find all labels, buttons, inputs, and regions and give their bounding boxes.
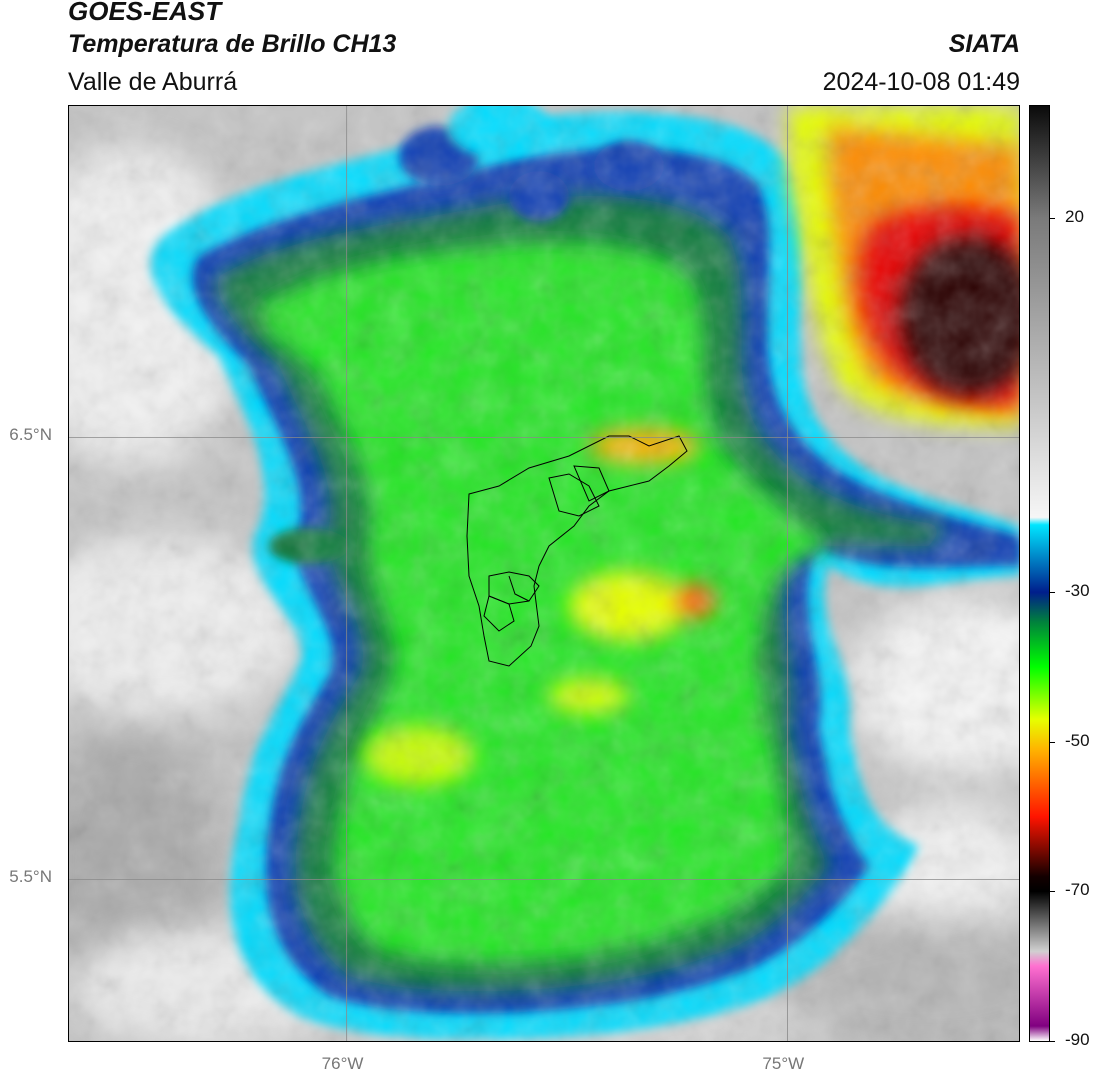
- colorbar-tick-mark: [1050, 1041, 1055, 1042]
- colorbar-tick-label: -90: [1065, 1030, 1090, 1049]
- colorbar-tick-label: -50: [1065, 730, 1090, 750]
- municipal-boundaries: [466, 435, 688, 667]
- lat-tick-label: 5.5°N: [9, 867, 52, 887]
- lat-tick-label: 6.5°N: [9, 425, 52, 445]
- lon-tick-label: 75°W: [762, 1054, 805, 1073]
- brightness-temperature-map[interactable]: [68, 105, 1020, 1042]
- satellite-title: GOES-EAST: [68, 0, 222, 26]
- region-subtitle: Valle de Aburrá: [68, 68, 238, 96]
- colorbar-gradient: [1030, 106, 1049, 1041]
- colorbar-tick-label: 20: [1065, 207, 1084, 227]
- colorbar-tick-mark: [1050, 891, 1055, 893]
- colorbar-tick-label: -70: [1065, 880, 1090, 900]
- organization-label: SIATA: [948, 30, 1020, 58]
- lon-tick-label: 76°W: [321, 1054, 364, 1073]
- timestamp-label: 2024-10-08 01:49: [822, 68, 1020, 96]
- texture-overlay: [69, 106, 1019, 1041]
- colorbar-fill: [1030, 106, 1049, 1041]
- colorbar-tick-mark: [1050, 218, 1055, 220]
- colorbar-tick-mark: [1050, 741, 1055, 743]
- colorbar: [1029, 105, 1050, 1042]
- product-title: Temperatura de Brillo CH13: [68, 30, 397, 58]
- map-canvas: [69, 106, 1019, 1041]
- colorbar-tick-mark: [1050, 592, 1055, 594]
- colorbar-tick-label: -30: [1065, 581, 1090, 601]
- graticule: [69, 106, 1019, 1041]
